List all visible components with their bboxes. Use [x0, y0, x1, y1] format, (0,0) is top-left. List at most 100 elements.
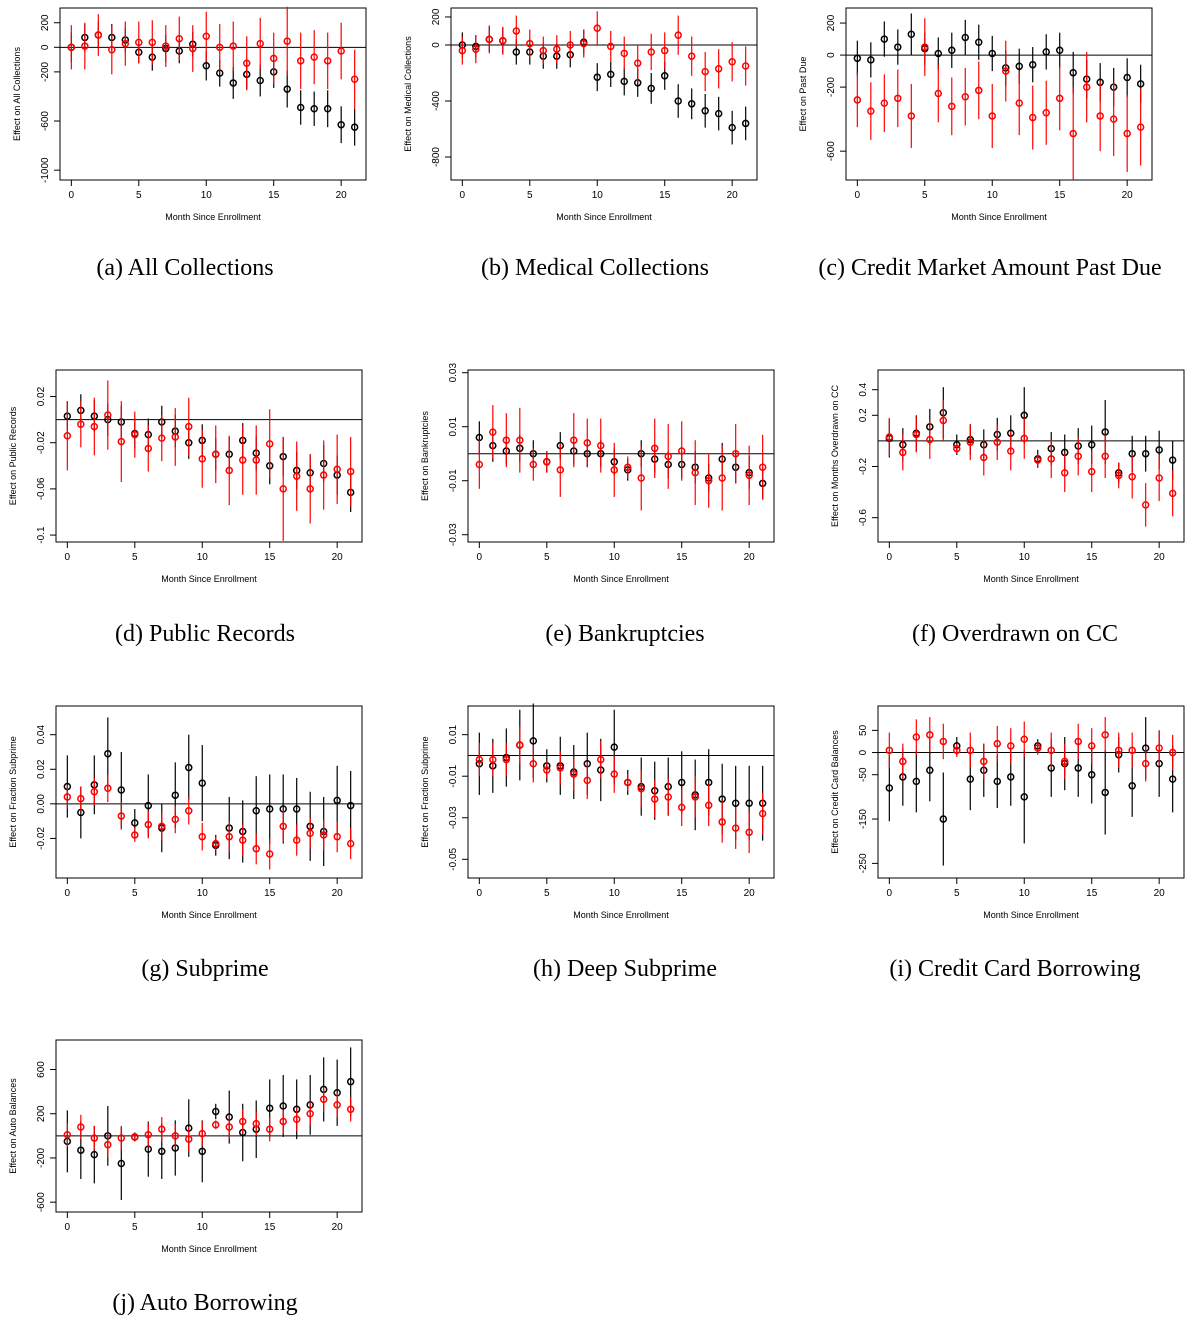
- y-tick-label: -600: [826, 141, 837, 161]
- point: [171, 433, 180, 441]
- point: [346, 467, 355, 476]
- y-tick-label: 200: [826, 14, 837, 31]
- point: [144, 801, 153, 810]
- point: [158, 822, 166, 831]
- point: [556, 466, 565, 474]
- point: [741, 119, 750, 128]
- point: [117, 1159, 126, 1168]
- point: [1101, 731, 1109, 739]
- point: [238, 836, 247, 844]
- y-axis-label: Effect on Auto Balances: [8, 1078, 18, 1174]
- x-tick-label: 0: [65, 552, 71, 563]
- point: [198, 455, 207, 463]
- y-axis-label: Effect on Credit Card Balances: [830, 730, 840, 854]
- point: [90, 1150, 99, 1159]
- point: [350, 75, 359, 84]
- y-axis-label: Effect on All Collections: [12, 47, 22, 141]
- point: [225, 466, 233, 475]
- point: [94, 31, 103, 39]
- point: [108, 46, 116, 54]
- point: [731, 824, 740, 832]
- point: [610, 743, 619, 751]
- x-axis-label: Month Since Enrollment: [951, 212, 1047, 222]
- point: [1069, 68, 1077, 77]
- y-tick-label: -0.02: [36, 431, 47, 454]
- point: [104, 784, 112, 793]
- point: [606, 70, 615, 79]
- y-tick-label: -0.01: [448, 469, 459, 492]
- y-tick-label: 0: [431, 42, 442, 48]
- point: [1001, 67, 1010, 75]
- y-tick-label: 50: [858, 724, 869, 736]
- point: [880, 35, 889, 43]
- point: [242, 59, 251, 68]
- y-tick-label: -1000: [40, 157, 51, 183]
- y-tick-label: -250: [858, 853, 869, 873]
- point: [1047, 746, 1055, 755]
- point: [745, 471, 753, 480]
- point: [758, 809, 767, 818]
- point: [593, 24, 602, 32]
- point: [966, 746, 975, 755]
- point: [499, 37, 507, 45]
- point: [198, 832, 207, 841]
- point: [610, 770, 619, 778]
- point: [337, 47, 345, 55]
- point: [867, 56, 875, 64]
- y-tick-label: 200: [36, 1105, 47, 1122]
- point: [90, 787, 99, 796]
- y-tick-label: 0: [826, 52, 837, 58]
- point: [131, 1133, 139, 1141]
- y-tick-label: -0.2: [858, 457, 869, 475]
- y-tick-label: -600: [36, 1192, 47, 1212]
- point: [583, 439, 592, 447]
- point: [171, 1132, 180, 1140]
- x-tick-label: 5: [527, 190, 533, 201]
- caption: (c) Credit Market Amount Past Due: [818, 255, 1162, 281]
- x-tick-label: 0: [460, 190, 466, 201]
- point: [265, 850, 274, 858]
- point: [121, 39, 130, 48]
- point: [961, 92, 970, 101]
- point: [966, 775, 975, 783]
- point: [597, 441, 605, 450]
- x-axis-label: Month Since Enrollment: [573, 910, 669, 920]
- x-tick-label: 20: [332, 552, 344, 563]
- point: [606, 42, 615, 51]
- point: [885, 784, 894, 792]
- point: [158, 1147, 166, 1156]
- x-tick-label: 0: [887, 888, 893, 899]
- point: [526, 39, 534, 48]
- point: [1141, 501, 1150, 509]
- plot-frame: [467, 705, 775, 879]
- x-tick-label: 20: [336, 190, 348, 201]
- point: [610, 466, 619, 474]
- point: [907, 112, 916, 120]
- y-tick-label: 200: [40, 14, 51, 31]
- point: [225, 1123, 233, 1131]
- x-tick-label: 5: [954, 888, 960, 899]
- point: [279, 1117, 287, 1126]
- y-axis-label: Effect on Months Overdrawn on CC: [830, 385, 840, 527]
- point: [556, 764, 565, 772]
- point: [1087, 467, 1096, 476]
- point: [292, 805, 301, 813]
- point: [704, 801, 713, 810]
- point: [215, 43, 224, 52]
- point: [306, 1109, 314, 1118]
- point: [714, 109, 723, 118]
- point: [948, 46, 956, 55]
- y-tick-label: -150: [858, 809, 869, 829]
- x-tick-label: 20: [727, 190, 739, 201]
- y-axis-label: Effect on Fraction Subprime: [8, 736, 18, 847]
- point: [543, 766, 551, 774]
- point: [252, 807, 260, 815]
- x-tick-label: 0: [69, 190, 75, 201]
- point: [953, 444, 961, 453]
- point: [162, 42, 170, 50]
- x-axis-label: Month Since Enrollment: [161, 574, 257, 584]
- point: [81, 42, 89, 50]
- point: [687, 52, 696, 60]
- point: [211, 1107, 220, 1116]
- x-tick-label: 20: [332, 888, 344, 899]
